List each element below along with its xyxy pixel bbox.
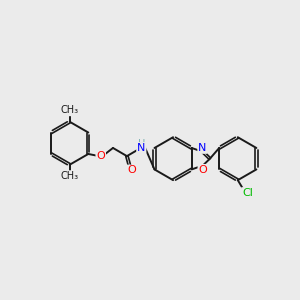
Text: O: O [96,151,105,161]
Text: O: O [198,165,207,175]
Text: CH₃: CH₃ [61,105,79,116]
Text: O: O [127,166,136,176]
Text: CH₃: CH₃ [61,171,79,181]
Text: H: H [138,139,146,149]
Text: Cl: Cl [242,188,253,198]
Text: N: N [137,143,146,153]
Text: N: N [198,143,207,153]
